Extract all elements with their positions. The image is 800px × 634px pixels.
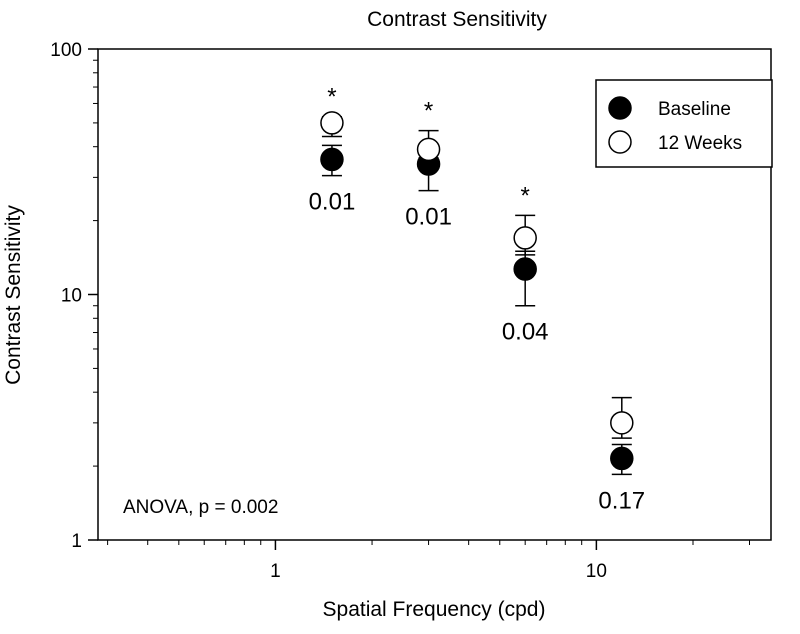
baseline-point [320,147,344,172]
y-tick-label: 10 [61,286,82,307]
legend-marker-12-weeks [608,130,632,154]
p-value-label: 0.04 [502,319,549,346]
12-weeks-point [513,226,537,250]
baseline-point [610,446,634,471]
x-axis-label: Spatial Frequency (cpd) [323,598,546,621]
significance-star: * [424,98,433,125]
legend-label-12-weeks: 12 Weeks [658,133,742,154]
chart-title: Contrast Sensitivity [367,8,547,31]
error-bars [321,115,632,476]
significance-star: * [327,84,336,111]
legend-marker-baseline [608,96,632,120]
12-weeks-point [416,137,441,162]
legend-label-baseline: Baseline [658,99,731,120]
anova-annotation: ANOVA, p = 0.002 [123,497,278,518]
significance-star: * [521,182,530,209]
12-weeks-point [320,111,344,135]
12-weeks-point [610,411,634,435]
x-tick-label: 10 [586,561,607,582]
data-points [320,111,634,471]
p-value-label: 0.01 [309,189,356,216]
p-value-label: 0.17 [598,487,645,514]
p-value-label: 0.01 [405,204,452,231]
y-tick-label: 1 [71,531,82,552]
y-axis: 1 10 100 [50,40,98,552]
baseline-point [513,257,537,281]
point-annotations: * 0.01 * 0.01 * 0.04 0.17 [309,84,646,515]
x-tick-label: 1 [270,561,281,582]
y-tick-label: 100 [50,40,82,61]
x-axis: 1 10 [107,540,751,582]
legend-box [595,79,773,168]
y-axis-label: Contrast Sensitivity [2,205,25,385]
legend: Baseline 12 Weeks [595,79,773,168]
